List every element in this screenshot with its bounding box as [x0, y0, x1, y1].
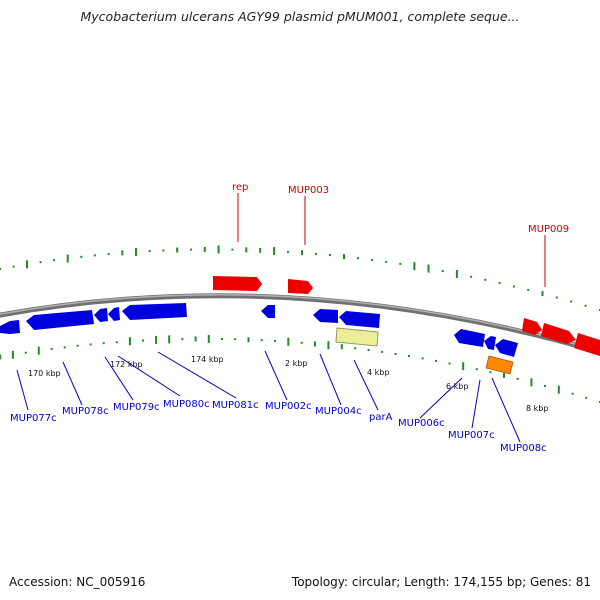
gene-MUP007c-b[interactable]: [495, 339, 518, 357]
connector-MUP081c: [157, 351, 237, 399]
tick-label-8kbp: 8 kbp: [526, 404, 548, 413]
tick-label-172kbp: 172 kbp: [110, 360, 143, 369]
tick-label-2kbp: 2 kbp: [285, 359, 307, 368]
label-MUP004c[interactable]: MUP004c: [315, 406, 362, 417]
connector-MUP008c: [491, 377, 521, 443]
label-MUP009[interactable]: MUP009: [528, 224, 569, 235]
backbone-arc-highlight: [0, 294, 600, 352]
connector-MUP004c: [319, 353, 342, 406]
reverse-genes: [0, 303, 518, 375]
tick-label-4kbp: 4 kbp: [367, 368, 389, 377]
label-MUP007c[interactable]: MUP007c: [448, 430, 495, 441]
gene-MUP003[interactable]: [288, 279, 313, 294]
gene-MUP002c[interactable]: [261, 305, 275, 318]
tick-label-170kbp: 170 kbp: [28, 369, 61, 378]
summary-text: Topology: circular; Length: 174,155 bp; …: [291, 575, 591, 589]
label-parA[interactable]: parA: [369, 412, 393, 423]
connector-parA: [353, 359, 379, 411]
reverse-gene-labels: MUP077c MUP078c MUP079c MUP080c MUP081c …: [10, 399, 547, 454]
connector-MUP079c: [104, 356, 134, 401]
connector-MUP078c: [62, 361, 83, 406]
gene-MUP078c[interactable]: [26, 310, 94, 330]
label-MUP080c[interactable]: MUP080c: [163, 399, 210, 410]
label-MUP081c[interactable]: MUP081c: [212, 400, 259, 411]
gene-MUP004c[interactable]: [313, 309, 338, 323]
gene-MUP077c[interactable]: [0, 320, 20, 334]
gene-MUP007c[interactable]: [484, 336, 496, 350]
gene-MUP010[interactable]: [541, 323, 576, 344]
forward-gene-labels: rep MUP003 MUP009: [232, 182, 569, 235]
map-title: Mycobacterium ulcerans AGY99 plasmid pMU…: [80, 9, 520, 24]
connector-MUP006c: [419, 377, 463, 419]
label-MUP006c[interactable]: MUP006c: [398, 418, 445, 429]
gene-MUP079c[interactable]: [94, 308, 108, 322]
label-MUP078c[interactable]: MUP078c: [62, 406, 109, 417]
gene-MUP009[interactable]: [522, 318, 542, 335]
tick-label-6kbp: 6 kbp: [446, 382, 468, 391]
label-connectors: [16, 193, 546, 443]
gene-parA[interactable]: [335, 327, 379, 347]
gene-MUP080c[interactable]: [108, 307, 120, 321]
label-MUP003[interactable]: MUP003: [288, 185, 329, 196]
tick-label-174kbp: 174 kbp: [191, 355, 224, 364]
connector-MUP080c: [117, 355, 181, 397]
gc-ticks: [0, 245, 600, 403]
gene-MUP011[interactable]: [574, 333, 600, 356]
label-MUP008c[interactable]: MUP008c: [500, 443, 547, 454]
gene-MUP008c[interactable]: [485, 355, 514, 375]
backbone-arc: [0, 293, 600, 355]
label-MUP002c[interactable]: MUP002c: [265, 401, 312, 412]
connector-MUP007c: [471, 379, 481, 429]
label-MUP079c[interactable]: MUP079c: [113, 402, 160, 413]
connector-MUP077c: [16, 369, 29, 411]
connector-MUP002c: [264, 350, 288, 401]
label-MUP077c[interactable]: MUP077c: [10, 413, 57, 424]
label-rep[interactable]: rep: [232, 182, 248, 193]
kbp-tick-labels: 170 kbp 172 kbp 174 kbp 2 kbp 4 kbp 6 kb…: [28, 355, 548, 413]
gene-MUP006c[interactable]: [454, 329, 485, 347]
forward-genes: [213, 276, 600, 356]
gene-MUP081c[interactable]: [122, 303, 187, 320]
gene-rep[interactable]: [213, 276, 262, 291]
gene-MUP005c[interactable]: [339, 311, 380, 328]
accession-text: Accession: NC_005916: [9, 575, 146, 589]
